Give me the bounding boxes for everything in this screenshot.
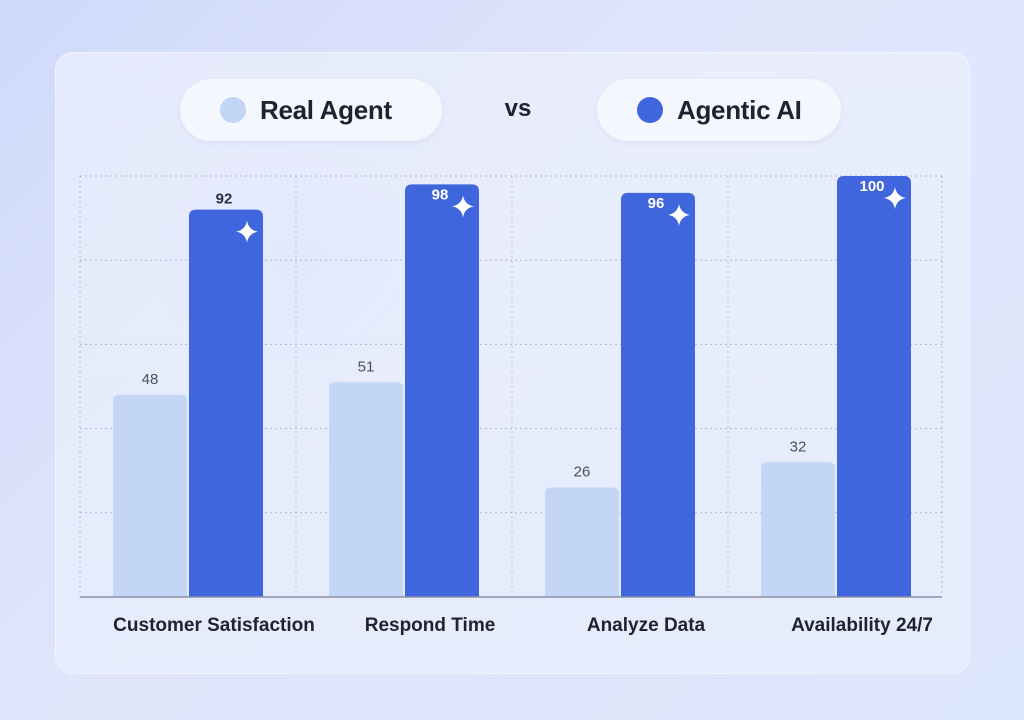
real-agent-legend-dot bbox=[220, 97, 246, 123]
real-agent-bar bbox=[761, 462, 835, 597]
agentic-ai-bar bbox=[405, 184, 479, 598]
agentic-ai-bar bbox=[621, 192, 695, 597]
real-agent-bar bbox=[545, 487, 619, 597]
real-agent-legend-label: Real Agent bbox=[260, 94, 392, 125]
agentic-ai-value-label: 96 bbox=[648, 195, 665, 212]
sparkle-icon bbox=[452, 195, 474, 218]
agentic-ai-value-label: 100 bbox=[859, 178, 884, 195]
real-agent-value-label: 26 bbox=[574, 464, 591, 481]
category-label: Analyze Data bbox=[587, 615, 706, 636]
agentic-ai-legend-dot bbox=[637, 97, 663, 123]
agentic-ai-value-label: 98 bbox=[432, 186, 449, 203]
sparkle-icon bbox=[236, 220, 258, 243]
real-agent-value-label: 32 bbox=[790, 438, 807, 455]
real-agent-bar bbox=[113, 394, 187, 597]
real-agent-value-label: 48 bbox=[142, 371, 159, 388]
sparkle-icon bbox=[884, 187, 906, 209]
category-label: Respond Time bbox=[365, 615, 496, 636]
category-label: Availability 24/7 bbox=[791, 615, 933, 636]
real-agent-value-label: 51 bbox=[358, 358, 375, 375]
agentic-ai-value-label: 92 bbox=[216, 191, 233, 208]
legend-real-agent: Real Agent bbox=[180, 79, 442, 141]
legend-agentic-ai: Agentic AI bbox=[597, 79, 841, 141]
agentic-ai-legend-label: Agentic AI bbox=[677, 94, 802, 125]
sparkle-icon bbox=[668, 203, 690, 226]
vs-label: vs bbox=[504, 95, 532, 122]
agentic-ai-bar bbox=[189, 209, 263, 597]
real-agent-bar bbox=[329, 382, 403, 597]
category-label: Customer Satisfaction bbox=[113, 615, 315, 636]
agentic-ai-bar bbox=[837, 176, 911, 597]
